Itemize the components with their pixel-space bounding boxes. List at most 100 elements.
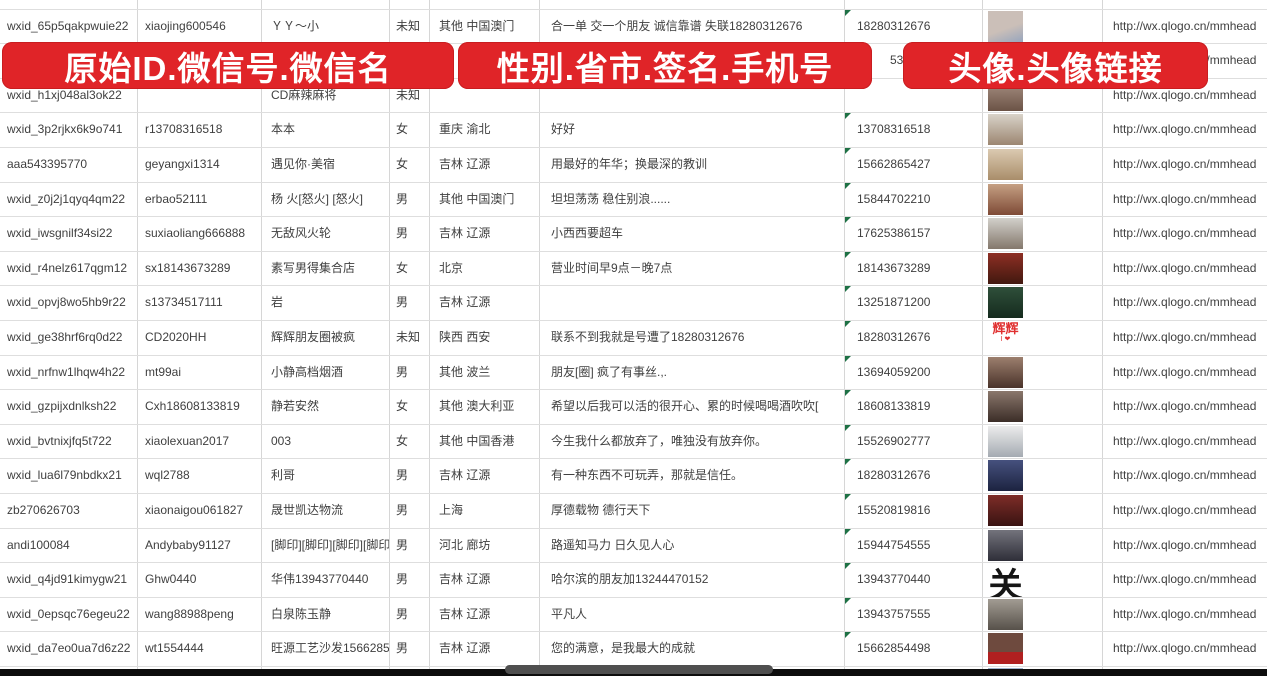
cell-avatar-url[interactable]: http://wx.qlogo.cn/mmhead (1113, 260, 1257, 275)
cell-wechat-id[interactable]: Cxh18608133819 (138, 390, 262, 424)
cell-avatar-url[interactable]: http://wx.qlogo.cn/mmhead (1113, 18, 1257, 33)
cell-wechat-name[interactable]: 杨 火[怒火] [怒火] (262, 182, 390, 217)
cell-wechat-name[interactable]: 遇见你·美宿 (262, 147, 390, 182)
cell-original-id[interactable]: wxid_opvj8wo5hb9r22 (0, 286, 138, 320)
cell-phone[interactable]: 18608133819 (845, 390, 983, 424)
cell-gender[interactable]: 男 (390, 182, 430, 217)
cell-original-id[interactable]: wxid_h1xj048al3ok22 (0, 78, 138, 113)
cell-gender[interactable]: 女 (390, 251, 430, 286)
cell-gender[interactable]: 男 (390, 355, 430, 390)
cell-original-id[interactable]: wxid_iwsgnilf34si22 (0, 217, 138, 251)
cell-signature[interactable] (540, 78, 845, 113)
cell-avatar-url[interactable] (1103, 0, 1267, 9)
cell-gender[interactable]: 男 (390, 528, 430, 563)
cell-phone[interactable]: 18280312676 (845, 459, 983, 493)
cell-wechat-id[interactable]: s13734517111 (138, 286, 262, 320)
cell-wechat-id[interactable]: xiaonaigou061827 (138, 493, 262, 528)
cell-wechat-name[interactable]: 旺源工艺沙发15662854 (262, 632, 390, 666)
cell-signature[interactable]: 路遥知马力 日久见人心 (540, 528, 845, 563)
cell-phone[interactable]: 13708316518 (845, 113, 983, 147)
cell-signature[interactable]: 朋友[圈] 疯了有事丝.,. (540, 355, 845, 390)
cell-original-id[interactable]: wxid_gzpijxdnlksh22 (0, 390, 138, 424)
cell-wechat-id[interactable]: wang88988peng (138, 597, 262, 632)
cell-signature[interactable]: 坦坦荡荡 稳住别浪...... (540, 182, 845, 217)
cell-gender[interactable]: 男 (390, 632, 430, 666)
cell-avatar[interactable] (983, 632, 1103, 666)
cell-original-id[interactable]: wxid_65p5qakpwuie22 (0, 9, 138, 44)
cell-original-id[interactable]: zb270626703 (0, 493, 138, 528)
cell-wechat-name[interactable]: 无敌风火轮 (262, 217, 390, 251)
cell-avatar[interactable]: 辉辉 I ❤ (983, 320, 1103, 355)
cell-wechat-id[interactable]: Ghw0440 (138, 563, 262, 597)
cell-wechat-name[interactable]: 素写男得集合店 (262, 251, 390, 286)
cell-wechat-id[interactable] (138, 0, 262, 9)
cell-phone[interactable]: 15844702210 (845, 182, 983, 217)
cell-phone[interactable] (845, 0, 983, 9)
cell-region[interactable]: 北京 (430, 251, 540, 286)
cell-avatar-url[interactable]: http://wx.qlogo.cn/mmhead (1113, 156, 1257, 171)
cell-avatar[interactable]: 关 (983, 563, 1103, 597)
cell-wechat-name[interactable]: 003 (262, 424, 390, 459)
cell-wechat-name[interactable]: 白泉陈玉静 (262, 597, 390, 632)
cell-original-id[interactable]: wxid_q4jd91kimygw21 (0, 563, 138, 597)
cell-signature[interactable]: 合一单 交一个朋友 诚信靠谱 失联18280312676 (540, 9, 845, 44)
cell-gender[interactable]: 男 (390, 493, 430, 528)
cell-region[interactable]: 吉林 辽源 (430, 459, 540, 493)
cell-phone[interactable]: 15526902777 (845, 424, 983, 459)
cell-signature[interactable]: 用最好的年华；换最深的教训 (540, 147, 845, 182)
cell-region[interactable]: 其他 中国香港 (430, 424, 540, 459)
cell-avatar[interactable] (983, 217, 1103, 251)
cell-wechat-id[interactable]: erbao52111 (138, 182, 262, 217)
cell-wechat-id[interactable]: CD2020HH (138, 320, 262, 355)
cell-phone[interactable]: 15520819816 (845, 493, 983, 528)
cell-phone[interactable]: 15662854498 (845, 632, 983, 666)
cell-signature[interactable] (540, 286, 845, 320)
cell-avatar-url[interactable]: http://wx.qlogo.cn/mmhead (1113, 399, 1257, 414)
cell-avatar-url[interactable]: http://wx.qlogo.cn/mmhead (1113, 641, 1257, 656)
cell-phone[interactable]: 13943770440 (845, 563, 983, 597)
cell-gender[interactable]: 男 (390, 217, 430, 251)
cell-signature[interactable]: 希望以后我可以活的很开心、累的时候喝喝酒吹吹[ (540, 390, 845, 424)
cell-original-id[interactable]: wxid_nrfnw1lhqw4h22 (0, 355, 138, 390)
cell-avatar[interactable] (983, 286, 1103, 320)
cell-avatar-url[interactable]: http://wx.qlogo.cn/mmhead (1113, 606, 1257, 621)
cell-avatar-url[interactable]: http://wx.qlogo.cn/mmhead (1113, 572, 1257, 587)
cell-original-id[interactable]: wxid_da7eo0ua7d6z22 (0, 632, 138, 666)
cell-phone[interactable]: 18280312676 (845, 9, 983, 44)
cell-gender[interactable]: 男 (390, 459, 430, 493)
cell-signature[interactable]: 有一种东西不可玩弄，那就是信任。 (540, 459, 845, 493)
cell-phone[interactable]: 15662865427 (845, 147, 983, 182)
cell-phone[interactable]: 15944754555 (845, 528, 983, 563)
cell-original-id[interactable]: wxid_0epsqc76egeu22 (0, 597, 138, 632)
cell-signature[interactable]: 今生我什么都放弃了，唯独没有放弃你。 (540, 424, 845, 459)
cell-region[interactable]: 其他 中国澳门 (430, 9, 540, 44)
cell-original-id[interactable] (0, 0, 138, 9)
cell-signature[interactable]: 营业时间早9点－晚7点 (540, 251, 845, 286)
cell-signature[interactable]: 联系不到我就是号遭了18280312676 (540, 320, 845, 355)
cell-phone[interactable]: 18143673289 (845, 251, 983, 286)
cell-region[interactable]: 吉林 辽源 (430, 632, 540, 666)
cell-wechat-id[interactable]: wt1554444 (138, 632, 262, 666)
cell-gender[interactable] (390, 0, 430, 9)
cell-avatar-url[interactable]: http://wx.qlogo.cn/mmhead (1113, 502, 1257, 517)
cell-signature[interactable]: 您的满意，是我最大的成就 (540, 632, 845, 666)
cell-gender[interactable]: 男 (390, 286, 430, 320)
cell-phone[interactable]: 13251871200 (845, 286, 983, 320)
cell-avatar[interactable] (983, 390, 1103, 424)
cell-region[interactable]: 吉林 辽源 (430, 563, 540, 597)
cell-original-id[interactable]: andi100084 (0, 528, 138, 563)
cell-signature[interactable]: 小西西要超车 (540, 217, 845, 251)
cell-gender[interactable]: 未知 (390, 78, 430, 113)
cell-avatar[interactable] (983, 459, 1103, 493)
video-scrubber-handle[interactable] (505, 665, 773, 674)
cell-region[interactable]: 其他 中国澳门 (430, 182, 540, 217)
cell-original-id[interactable]: wxid_ge38hrf6rq0d22 (0, 320, 138, 355)
cell-avatar[interactable] (983, 113, 1103, 147)
cell-region[interactable]: 其他 波兰 (430, 355, 540, 390)
cell-gender[interactable]: 女 (390, 424, 430, 459)
cell-avatar[interactable] (983, 493, 1103, 528)
cell-avatar-url[interactable]: http://wx.qlogo.cn/mmhead (1113, 364, 1257, 379)
cell-gender[interactable]: 女 (390, 390, 430, 424)
cell-region[interactable]: 吉林 辽源 (430, 597, 540, 632)
cell-gender[interactable]: 男 (390, 563, 430, 597)
